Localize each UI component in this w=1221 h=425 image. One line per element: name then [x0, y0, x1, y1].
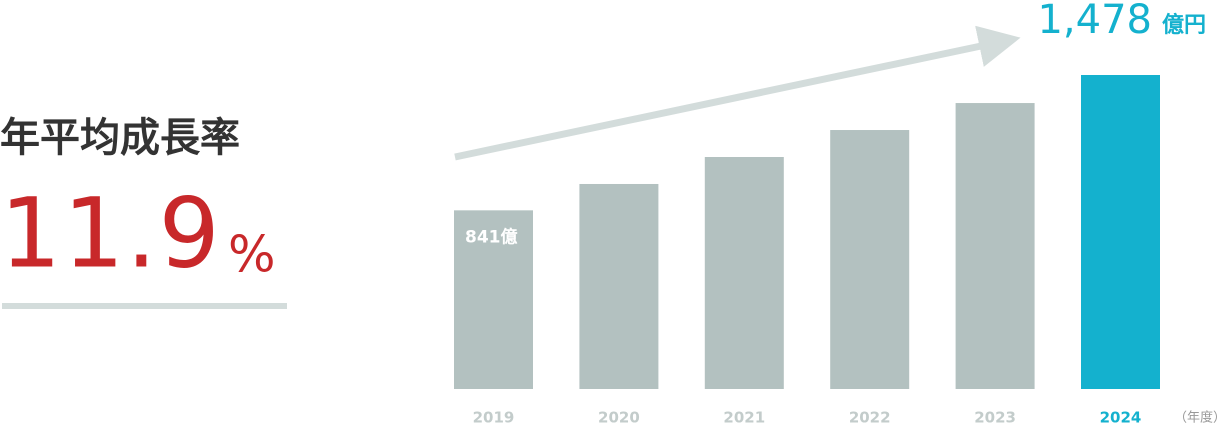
- x-axis-label: （年度）: [1174, 410, 1221, 425]
- bar: [830, 130, 910, 389]
- value-label: 1,478: [1037, 0, 1152, 43]
- bar: [579, 183, 659, 389]
- x-tick-label: 2024: [1100, 409, 1142, 425]
- bar: [704, 157, 784, 389]
- headline-value: 11.9: [0, 177, 222, 289]
- headline-unit: %: [228, 226, 276, 284]
- x-tick-label: 2023: [974, 409, 1016, 425]
- value-label: 841億: [465, 226, 518, 247]
- bar: [454, 210, 533, 389]
- underline: [2, 303, 287, 309]
- x-tick-label: 2021: [723, 409, 765, 425]
- bar: [1081, 75, 1160, 389]
- value-unit: 億円: [1162, 12, 1206, 38]
- growth-arrow: [454, 25, 1021, 161]
- bar: [955, 103, 1035, 389]
- x-tick-label: 2022: [849, 409, 891, 425]
- x-tick-label: 2019: [473, 409, 515, 425]
- x-tick-label: 2020: [598, 409, 640, 425]
- headline-title: 年平均成長率: [0, 115, 240, 161]
